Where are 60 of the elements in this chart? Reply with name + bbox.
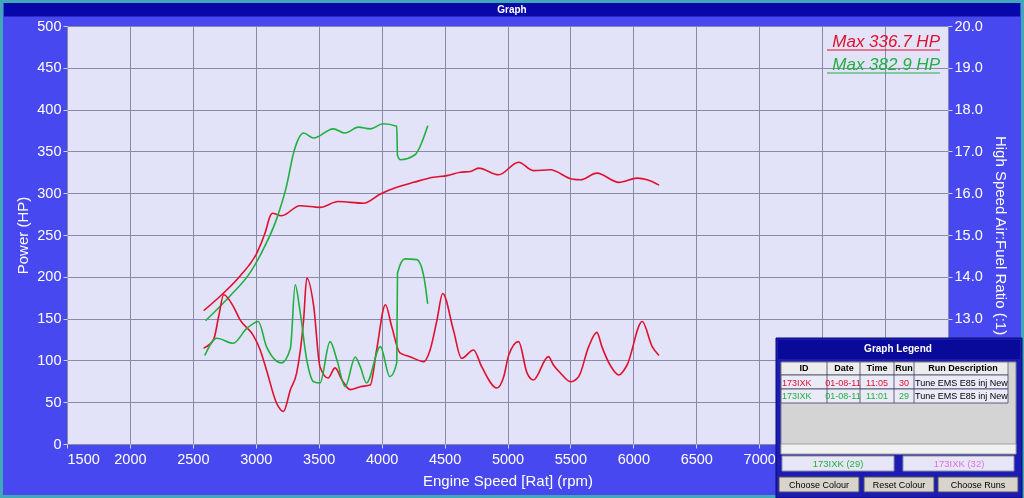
text: 173IXK (29) <box>812 457 864 469</box>
x-tick-label: 5500 <box>554 450 588 467</box>
annotation: Max 336.7 HP <box>832 32 941 51</box>
annotation: 173IXK <box>782 391 812 401</box>
annotation: Run <box>895 363 913 373</box>
y2-tick-label: 17.0 <box>954 142 983 159</box>
annotation: Date <box>834 363 854 373</box>
text: 173IXK (32) <box>933 457 985 469</box>
y-tick-label: 150 <box>37 310 62 327</box>
line-series <box>205 123 429 322</box>
annotation: Tune EMS E85 inj New <box>915 377 1009 388</box>
y2-tick-label: 14.0 <box>954 268 983 285</box>
annotation: 01-08-11 <box>825 377 861 388</box>
annotation: Run Description <box>928 363 998 373</box>
y-axis-title: Power (HP) <box>14 196 32 275</box>
x-tick-label: 2000 <box>114 450 147 467</box>
annotation: Tune EMS E85 inj New <box>915 391 1009 401</box>
chart-title: Graph <box>497 4 527 15</box>
x-tick-label: 6500 <box>680 450 713 467</box>
annotation: 01-08-11 <box>825 391 861 401</box>
y-tick-label: 200 <box>37 268 62 285</box>
annotation: 173IXK <box>782 377 812 388</box>
text: Reset Colour <box>872 479 926 490</box>
x-tick-label: 6000 <box>617 450 650 467</box>
y-tick-label: 350 <box>37 142 62 159</box>
x-tick-label: 3000 <box>240 450 273 467</box>
y2-tick-label: 13.0 <box>954 310 983 327</box>
y2-tick-label: 18.0 <box>954 101 983 118</box>
x-tick-label: 7000 <box>743 450 776 467</box>
x-tick-label: 2500 <box>177 450 210 467</box>
x-tick-label: 1500 <box>67 450 100 467</box>
x-axis-title: Engine Speed [Rat] (rpm) <box>422 472 594 489</box>
annotation: Max 382.9 HP <box>832 55 941 74</box>
annotation: 30 <box>898 377 910 388</box>
annotation: Graph Legend <box>864 343 932 354</box>
annotation: 11:01 <box>866 391 888 401</box>
y-tick-label: 300 <box>37 184 62 201</box>
y-tick-label: 500 <box>37 17 62 34</box>
annotation: ID <box>799 363 809 373</box>
text: Choose Runs <box>950 479 1006 490</box>
y2-axis-title: High Speed Air:Fuel Ratio (:1) <box>992 135 1010 336</box>
y2-tick-label: 16.0 <box>954 184 983 201</box>
annotation: 11:05 <box>866 377 888 388</box>
x-tick-label: 4500 <box>428 450 462 467</box>
y-tick-label: 250 <box>37 226 62 243</box>
y2-tick-label: 19.0 <box>954 59 983 76</box>
y2-tick-label: 15.0 <box>954 226 983 243</box>
text: Choose Colour <box>788 479 850 490</box>
y2-tick-label: 20.0 <box>954 17 983 34</box>
x-tick-label: 3500 <box>303 450 336 467</box>
x-tick-label: 5000 <box>491 450 525 467</box>
y-tick-label: 450 <box>37 59 62 76</box>
annotation: Time <box>866 363 888 373</box>
annotation: 29 <box>898 391 910 401</box>
y-tick-label: 400 <box>37 101 62 118</box>
y-tick-label: 50 <box>45 393 62 410</box>
line-series <box>204 258 429 388</box>
y-tick-label: 0 <box>53 435 62 452</box>
y-tick-label: 100 <box>37 351 62 368</box>
x-tick-label: 4000 <box>366 450 399 467</box>
